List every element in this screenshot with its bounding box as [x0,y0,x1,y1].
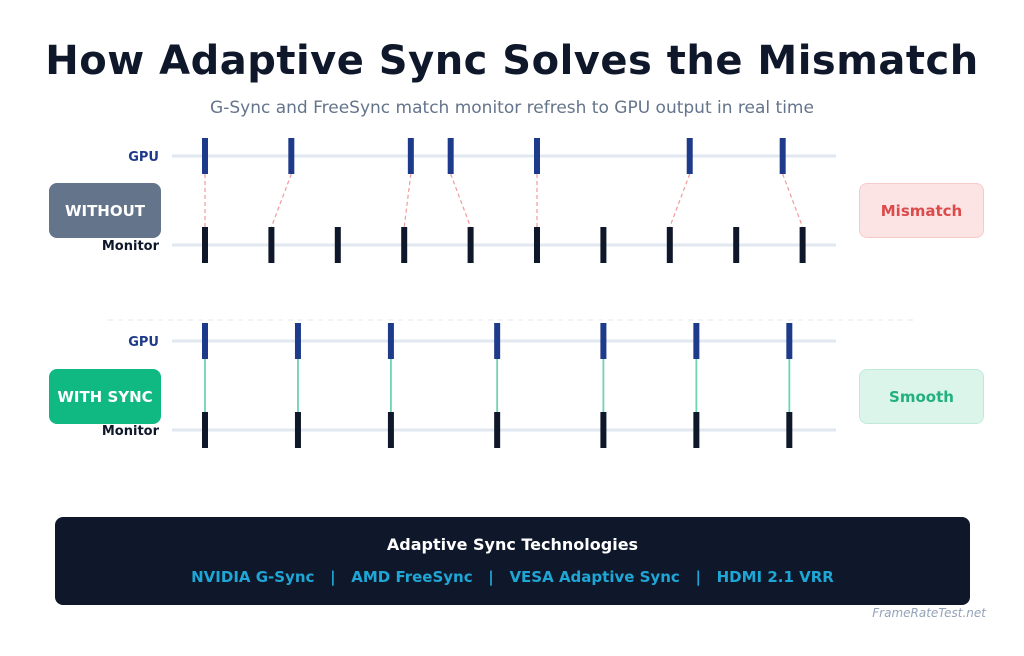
technology-item: NVIDIA G-Sync [191,568,315,586]
result-badge-mismatch: Mismatch [859,183,984,238]
panel-without-sync: GPU Monitor [102,138,836,263]
gpu-frame-tick [407,138,414,174]
watermark: FrameRateTest.net [872,606,986,620]
gpu-frame-tick [600,323,607,359]
page-subtitle: G-Sync and FreeSync match monitor refres… [210,98,814,118]
monitor-refresh-tick [534,227,540,263]
monitor-refresh-tick [467,227,474,263]
monitor-refresh-tick [600,227,607,263]
gpu-frame-tick [494,323,501,359]
monitor-refresh-tick [268,227,275,263]
gpu-frame-tick [202,323,208,359]
gpu-frame-tick [786,323,793,359]
monitor-refresh-tick [600,412,607,448]
gpu-frame-tick [294,323,301,359]
monitor-refresh-tick [401,227,408,263]
technology-item: AMD FreeSync [351,568,473,586]
result-badge-smooth: Smooth [859,369,984,424]
monitor-refresh-tick [666,227,673,263]
gpu-frame-tick [288,138,295,174]
monitor-refresh-tick [387,412,394,448]
frame-link [669,173,691,228]
gpu-frame-tick [779,138,786,174]
monitor-refresh-tick [786,412,793,448]
frame-link [403,173,412,228]
gpu-frame-tick [534,138,540,174]
panel-with-sync: GPU Monitor [102,323,836,448]
frame-link [450,173,472,228]
monitor-refresh-tick [202,412,208,448]
monitor-refresh-tick [202,227,208,263]
monitor-label: Monitor [102,239,160,254]
monitor-refresh-tick [494,412,501,448]
page-title: How Adaptive Sync Solves the Mismatch [45,38,979,84]
technologies-panel: Adaptive Sync Technologies NVIDIA G-Sync… [55,517,970,605]
frame-link [270,173,292,228]
gpu-frame-tick [447,138,454,174]
technologies-list: NVIDIA G-Sync | AMD FreeSync | VESA Adap… [55,568,970,586]
monitor-label: Monitor [102,424,160,439]
mode-badge-without: WITHOUT [49,183,161,238]
monitor-refresh-tick [733,227,740,263]
technology-separator: | [472,568,510,586]
technology-item: HDMI 2.1 VRR [716,568,834,586]
gpu-frame-tick [202,138,208,174]
monitor-refresh-tick [693,412,700,448]
frame-link [782,173,804,228]
gpu-frame-tick [686,138,693,174]
monitor-refresh-tick [334,227,341,263]
gpu-frame-tick [693,323,700,359]
mode-badge-with-sync: WITH SYNC [49,369,161,424]
monitor-refresh-tick [294,412,301,448]
gpu-label: GPU [128,150,159,165]
technology-separator: | [679,568,717,586]
technologies-title: Adaptive Sync Technologies [386,535,639,554]
gpu-label: GPU [128,335,159,350]
technology-item: VESA Adaptive Sync [509,568,680,586]
technology-separator: | [314,568,352,586]
monitor-refresh-tick [799,227,806,263]
gpu-frame-tick [387,323,394,359]
